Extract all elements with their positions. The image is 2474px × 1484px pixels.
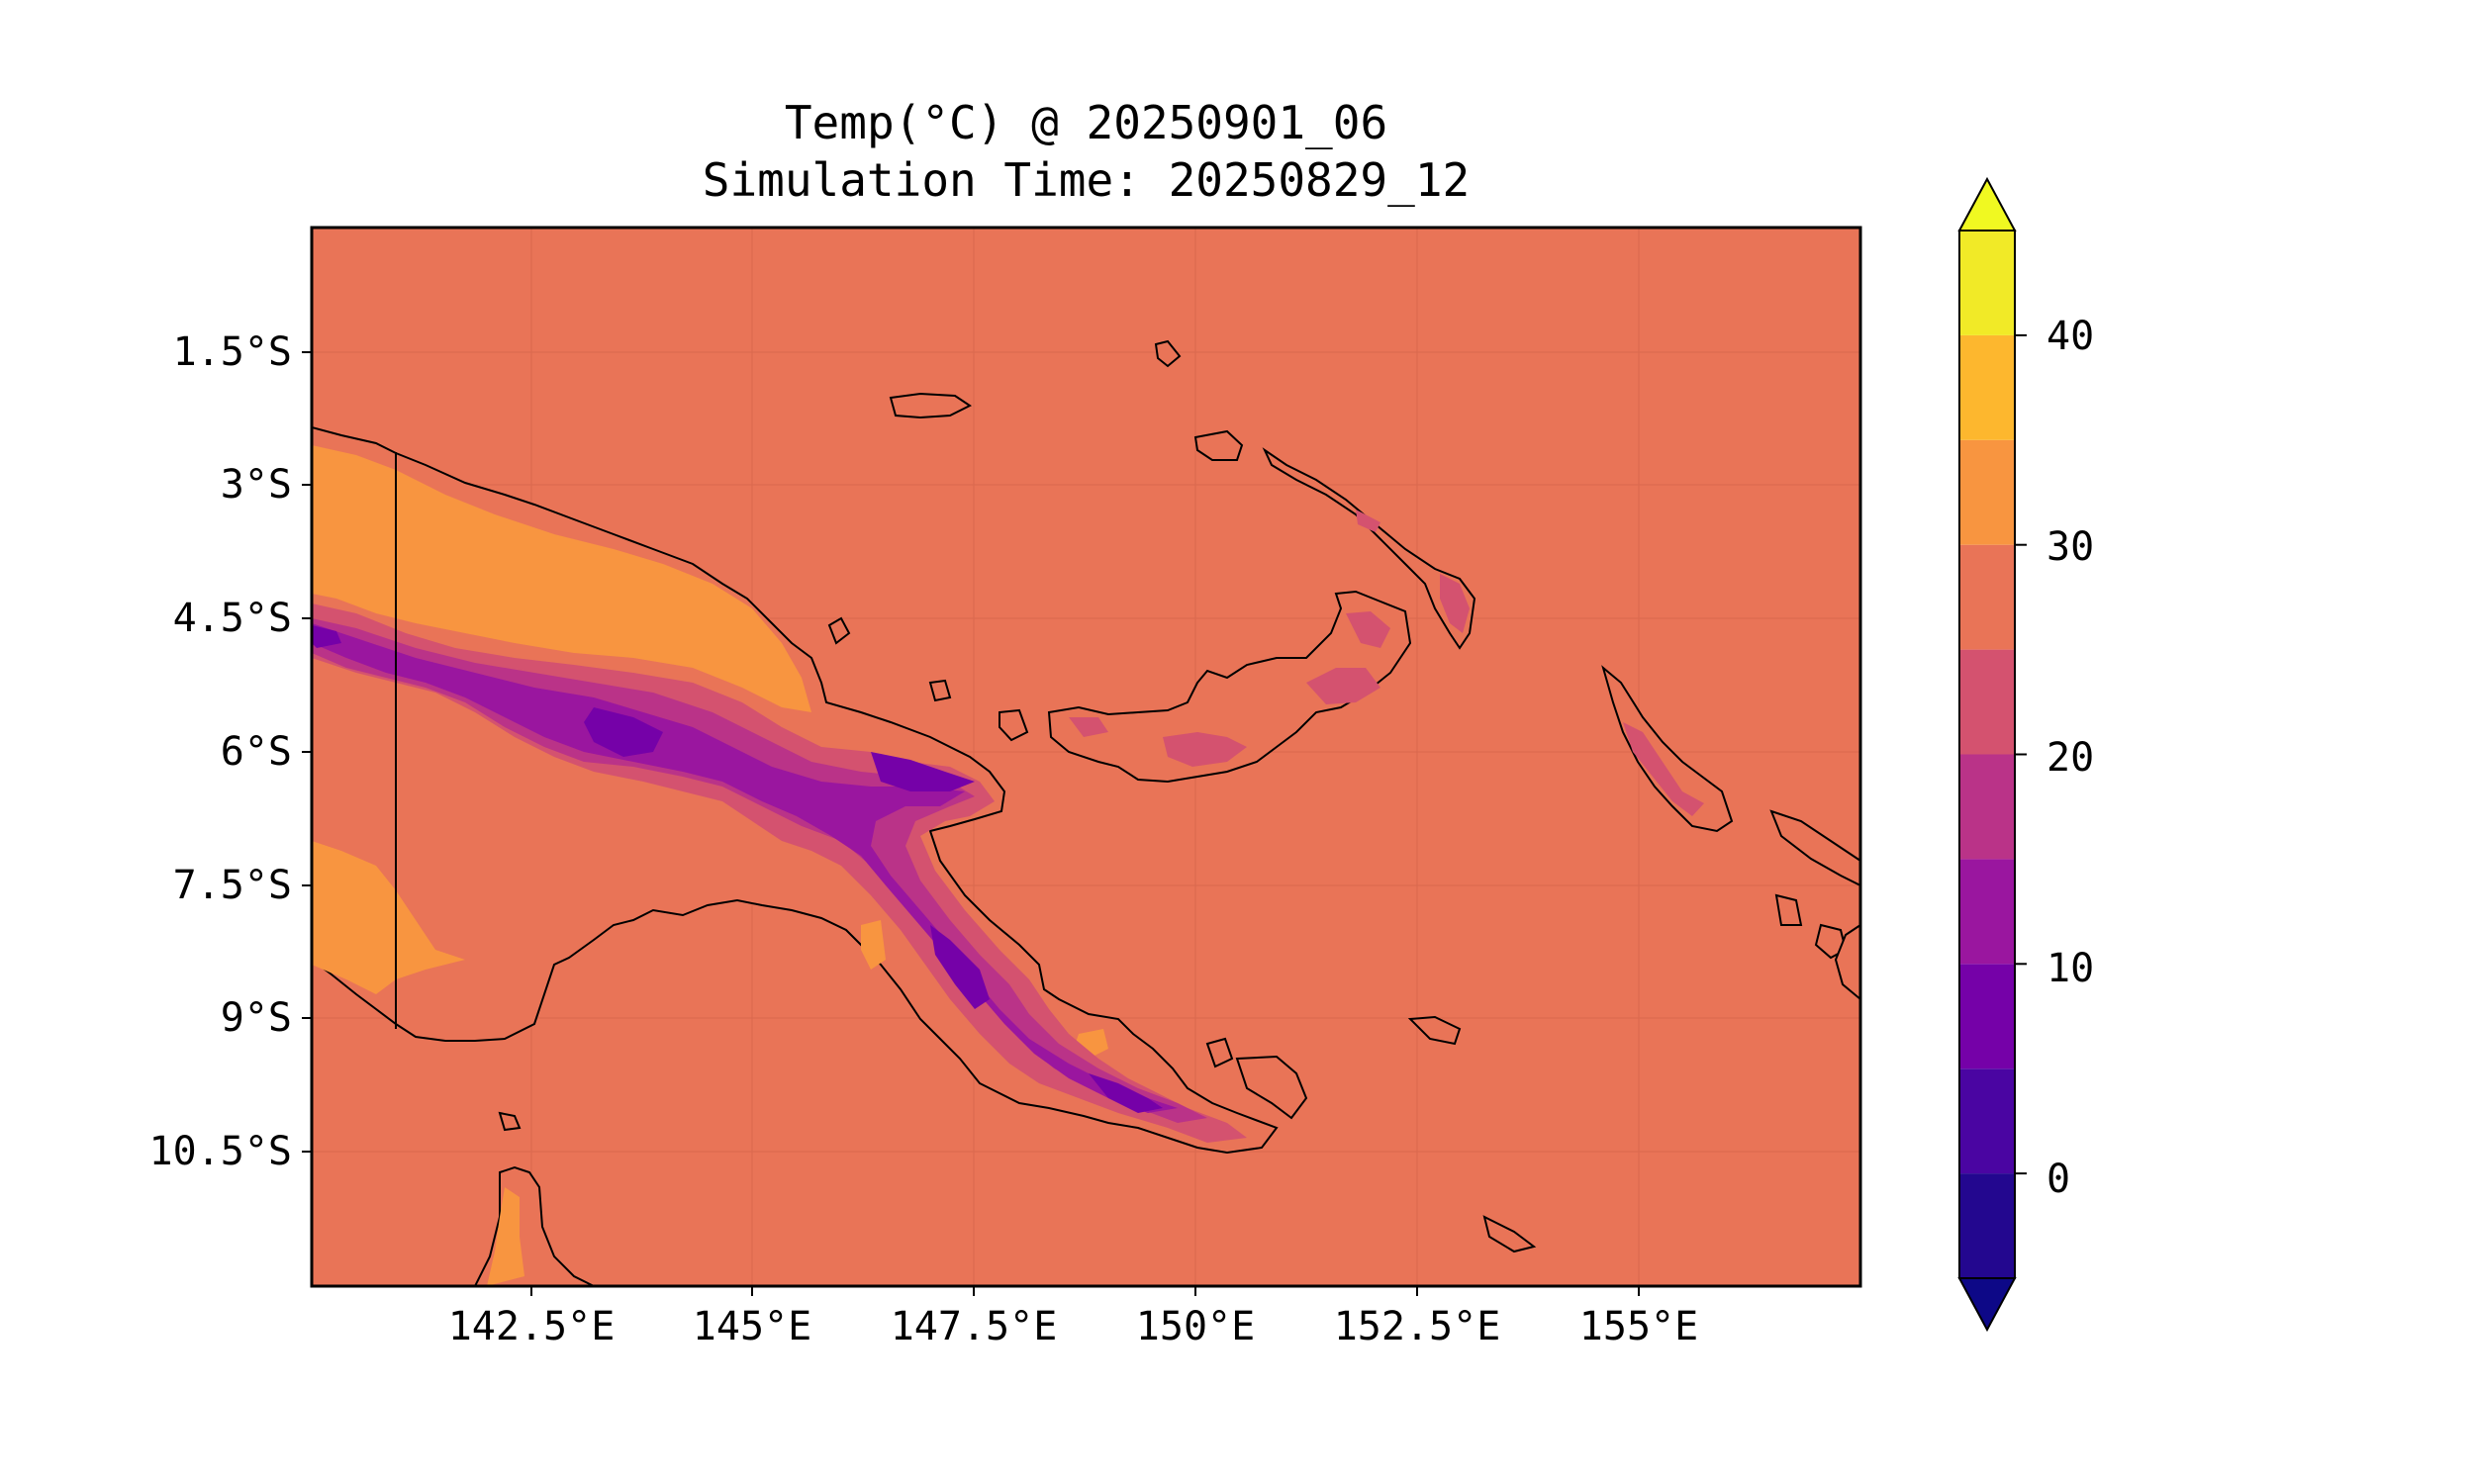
mussau-island (1154, 339, 1182, 368)
new-ireland-highland-2 (1356, 510, 1380, 532)
orange-lowland-north (312, 445, 811, 712)
lon-label-147-5e: 147.5°E (890, 1304, 1058, 1349)
lat-label-9s: 9°S (220, 995, 292, 1041)
lat-label-10-5s: 10.5°S (148, 1129, 293, 1174)
new-britain-highland-3 (1346, 611, 1390, 648)
lat-label-7-5s: 7.5°S (172, 863, 292, 908)
new-britain-highland-1 (1163, 732, 1247, 767)
long-island (928, 679, 952, 702)
lon-tick-marks (530, 1286, 1640, 1296)
colorbar-segment (1959, 754, 2015, 860)
colorbar-label-10: 10 (2046, 946, 2095, 991)
new-hanover-island (1193, 429, 1244, 461)
new-britain-highland-4 (1069, 717, 1108, 737)
colorbar-over-triangle (1957, 176, 2017, 232)
colorbar (1957, 176, 2027, 1333)
highland-core-1 (312, 625, 341, 648)
lat-label-1-5s: 1.5°S (172, 329, 292, 375)
map-title: Temp(°C) @ 20250901_06 (784, 96, 1388, 149)
lat-tick-marks (302, 351, 312, 1153)
lon-label-150e: 150°E (1135, 1304, 1256, 1349)
solomon-island-4 (1774, 893, 1803, 926)
lat-label-6s: 6°S (220, 729, 292, 775)
bougainville-highland (1623, 722, 1704, 816)
goodenough-island (1205, 1037, 1234, 1068)
lon-label-152-5e: 152.5°E (1333, 1304, 1501, 1349)
wuvulu-island (827, 616, 851, 645)
colorbar-segment (1959, 1173, 2015, 1278)
lon-label-145e: 145°E (692, 1304, 812, 1349)
colorbar-segment (1959, 544, 2015, 650)
colorbar-segment (1959, 231, 2015, 335)
highland-core-5 (584, 707, 663, 757)
colorbar-label-40: 40 (2046, 314, 2095, 359)
colorbar-segment (1959, 334, 2015, 440)
colorbar-label-0: 0 (2046, 1157, 2071, 1202)
new-britain-highland-2 (1306, 668, 1380, 704)
solomon-island-1 (1769, 809, 1860, 887)
colorbar-label-30: 30 (2046, 524, 2095, 570)
karkar-island (999, 708, 1029, 742)
colorbar-segment (1959, 1068, 2015, 1174)
fergusson-island (1235, 1055, 1308, 1120)
new-ireland-island (1262, 447, 1476, 650)
new-britain-island (1047, 590, 1412, 784)
new-ireland-highland (1440, 574, 1470, 633)
cape-york-warm-patch (487, 1187, 524, 1286)
temperature-field (312, 228, 1860, 1286)
map-subtitle: Simulation Time: 20250829_12 (702, 153, 1471, 207)
highland-band-3 (312, 623, 1178, 1113)
manus-island (889, 392, 972, 419)
bougainville-island (1601, 665, 1734, 833)
lat-label-3s: 3°S (220, 462, 292, 508)
colorbar-segment (1959, 859, 2015, 965)
orange-patch-south (861, 920, 886, 970)
lat-label-4-5s: 4.5°S (172, 596, 292, 641)
colorbar-segment (1959, 439, 2015, 545)
colorbar-segment (1959, 964, 2015, 1069)
solomon-island-3 (1834, 923, 1860, 1001)
trobriand-island (1407, 1015, 1462, 1046)
colorbar-under-triangle (1957, 1277, 2017, 1333)
highland-core-3 (930, 925, 990, 1009)
lon-label-142-5e: 142.5°E (447, 1304, 616, 1349)
lon-label-155e: 155°E (1578, 1304, 1699, 1349)
torres-island (498, 1111, 522, 1132)
orange-lowland-south (312, 841, 465, 994)
highland-core-4 (1089, 1073, 1163, 1113)
colorbar-label-20: 20 (2046, 735, 2095, 781)
highland-core-2 (871, 752, 975, 791)
colorbar-segment (1959, 649, 2015, 755)
woodlark-island (1482, 1215, 1537, 1253)
map-frame (310, 226, 1862, 1288)
